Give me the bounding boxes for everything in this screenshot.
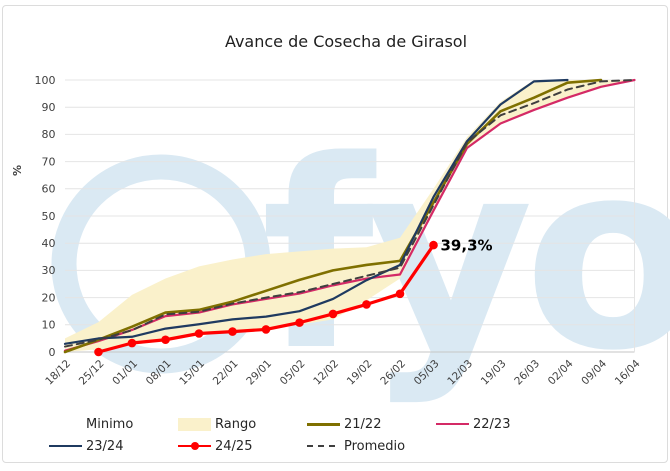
y-tick-label: 60	[42, 183, 56, 196]
legend-row-1: Minimo Rango 21/22 22/23	[49, 413, 565, 435]
legend-label-22-23: 22/23	[473, 416, 511, 432]
data-point-marker	[362, 300, 371, 309]
y-tick-label: 30	[42, 264, 56, 277]
annotation-label: 39,3%	[441, 237, 493, 255]
legend-item-rango: Rango	[178, 417, 307, 432]
y-tick-label: 100	[35, 74, 56, 87]
y-tick-label: 50	[42, 210, 56, 223]
series-line-22-23	[63, 78, 636, 352]
y-axis-title: %	[11, 164, 25, 177]
legend-item-minimo: Minimo	[49, 417, 178, 432]
data-point-marker	[328, 309, 338, 319]
y-tick-label: 80	[42, 128, 56, 141]
legend-label-promedio: Promedio	[344, 438, 406, 454]
y-tick-label: 40	[42, 237, 56, 250]
legend-item-promedio: Promedio	[307, 439, 436, 454]
data-point-marker	[228, 327, 237, 336]
legend: Minimo Rango 21/22 22/23 23/24 24/2	[49, 413, 565, 457]
y-tick-label: 10	[42, 319, 56, 332]
legend-item-21-22: 21/22	[307, 417, 436, 432]
legend-swatch-23-24	[49, 439, 82, 453]
legend-item-23-24: 23/24	[49, 439, 178, 454]
data-point-marker	[94, 347, 103, 357]
data-point-marker	[127, 338, 137, 348]
y-tick-label: 20	[42, 291, 56, 304]
legend-swatch-21-22	[307, 417, 340, 431]
series-line-23-24	[63, 78, 569, 345]
x-tick-label: 18/12	[43, 358, 73, 388]
legend-item-24-25: 24/25	[178, 439, 307, 454]
range-band	[65, 80, 635, 352]
legend-label-rango: Rango	[215, 416, 257, 432]
data-point-marker	[161, 335, 170, 345]
legend-label-24-25: 24/25	[215, 438, 253, 454]
series-line-Promedio	[64, 79, 636, 348]
chart-card: Avance de Cosecha de Girasol % fyo 0 10 20 3…	[2, 5, 670, 463]
legend-swatch-promedio	[307, 439, 340, 453]
legend-swatch-minimo	[49, 417, 82, 431]
chart-title: Avance de Cosecha de Girasol	[224, 32, 468, 51]
data-point-marker	[261, 325, 271, 334]
legend-label-23-24: 23/24	[86, 438, 124, 454]
y-tick-label: 70	[42, 155, 56, 168]
y-tick-label: 90	[42, 101, 56, 114]
x-tick-label: 22/01	[211, 358, 241, 388]
legend-label-minimo: Minimo	[86, 416, 134, 432]
legend-swatch-rango	[178, 417, 211, 431]
series-line-21-22	[63, 78, 603, 354]
x-tick-label: 25/12	[77, 358, 107, 388]
legend-row-2: 23/24 24/25 Promedio	[49, 435, 565, 457]
data-point-marker	[395, 289, 405, 299]
legend-swatch-24-25	[178, 439, 211, 453]
data-point-marker	[194, 329, 204, 338]
legend-swatch-22-23	[436, 417, 469, 431]
y-tick-label: 0	[49, 346, 56, 359]
legend-item-22-23: 22/23	[436, 417, 565, 432]
data-point-marker	[295, 318, 304, 327]
series-markers-24-25	[94, 240, 438, 357]
legend-label-21-22: 21/22	[344, 416, 382, 432]
data-point-marker	[429, 240, 438, 250]
